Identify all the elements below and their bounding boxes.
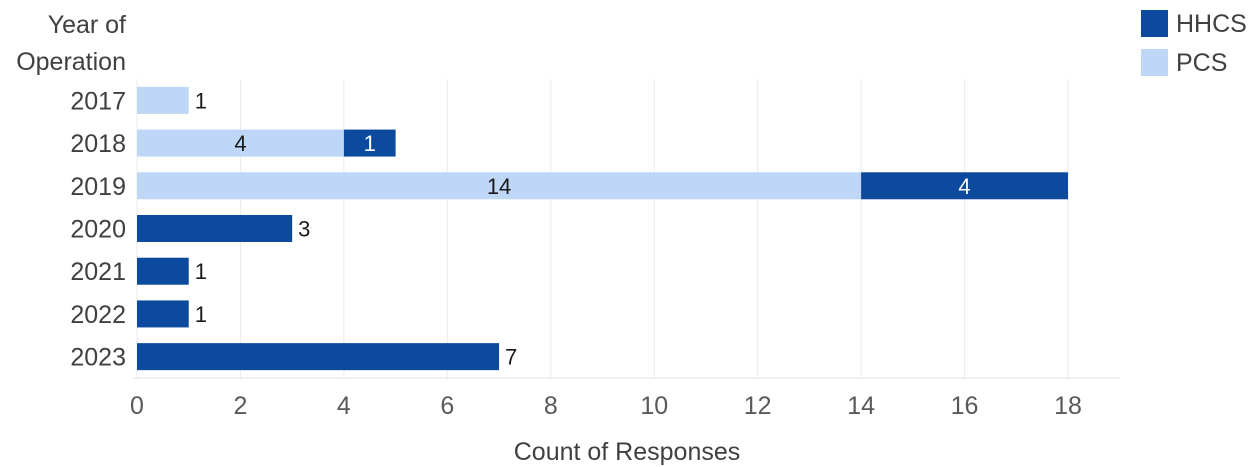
legend-swatch-hhcs <box>1141 10 1168 37</box>
legend-label: HHCS <box>1176 10 1247 38</box>
x-tick-label: 18 <box>1054 392 1082 420</box>
x-tick-label: 10 <box>640 392 668 420</box>
data-label: 7 <box>505 345 517 370</box>
bar-pcs <box>137 172 862 200</box>
category-labels: 2017 2018 2019 2020 2021 2022 2023 <box>70 87 126 371</box>
category-label: 2019 <box>70 173 126 201</box>
data-label: 3 <box>298 217 310 242</box>
category-label: 2023 <box>70 344 126 372</box>
category-label: 2018 <box>70 130 126 158</box>
category-label: 2020 <box>70 216 126 244</box>
bar-hhcs <box>137 215 293 242</box>
x-axis-title: Count of Responses <box>514 438 741 466</box>
bar-hhcs <box>137 300 189 328</box>
y-axis-title-line1: Year of <box>48 11 126 39</box>
x-tick-label: 4 <box>337 392 351 420</box>
gridlines <box>133 79 1120 379</box>
data-label: 1 <box>195 88 207 113</box>
x-tick-label: 0 <box>130 392 144 420</box>
data-label: 4 <box>958 174 970 199</box>
category-label: 2021 <box>70 258 126 286</box>
bar-hhcs <box>137 257 189 285</box>
x-tick-label: 16 <box>951 392 979 420</box>
x-tick-labels: 0 2 4 6 8 10 12 14 16 18 <box>130 392 1082 420</box>
bars <box>137 86 1068 371</box>
bar-hhcs <box>343 129 396 157</box>
bar-hhcs <box>137 343 500 371</box>
x-tick-label: 2 <box>233 392 247 420</box>
legend-swatch-pcs <box>1141 49 1168 76</box>
data-label: 1 <box>364 131 376 156</box>
data-label: 1 <box>195 259 207 284</box>
category-label: 2022 <box>70 301 126 329</box>
legend: HHCS PCS <box>1141 10 1247 77</box>
x-tick-label: 6 <box>440 392 454 420</box>
y-axis-title-line2: Operation <box>16 48 126 76</box>
bar-hhcs <box>861 172 1068 200</box>
x-tick-label: 14 <box>847 392 875 420</box>
data-label: 4 <box>234 131 246 156</box>
legend-label: PCS <box>1176 49 1227 77</box>
bar-pcs <box>137 129 344 157</box>
data-label: 14 <box>487 174 511 199</box>
x-tick-label: 12 <box>744 392 772 420</box>
category-label: 2017 <box>70 87 126 115</box>
data-label: 1 <box>195 302 207 327</box>
x-tick-label: 8 <box>544 392 558 420</box>
bar-pcs <box>137 86 189 114</box>
